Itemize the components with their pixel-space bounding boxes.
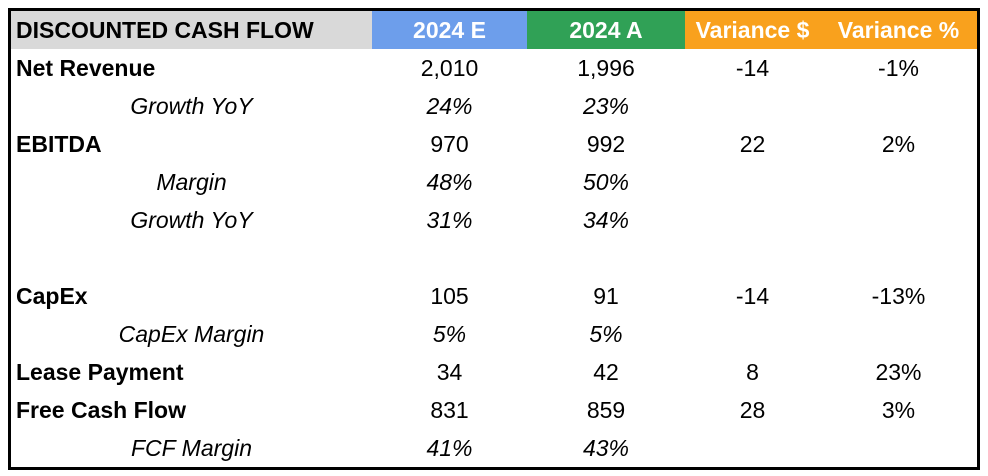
row-label: CapEx: [16, 282, 88, 309]
value-cell: -13%: [871, 282, 926, 309]
value-cell: [820, 87, 977, 125]
value-cell: [527, 239, 685, 277]
dcf-table-frame: DISCOUNTED CASH FLOW 2024 E 2024 A Varia…: [8, 8, 980, 470]
value-cell: 48%: [426, 168, 473, 195]
value-cell: 31%: [426, 206, 473, 233]
value-cell: 91: [593, 282, 619, 309]
value-cell: -1%: [878, 54, 919, 81]
value-cell: [820, 201, 977, 239]
value-cell: 43%: [582, 434, 630, 461]
value-cell: [685, 429, 820, 467]
value-cell: 24%: [426, 92, 473, 119]
table-row: Net Revenue 2,010 1,996 -14 -1%: [11, 49, 977, 87]
row-label: Lease Payment: [16, 358, 184, 385]
table-row: Lease Payment 34 42 8 23%: [11, 353, 977, 391]
value-cell: 42: [593, 358, 619, 385]
table-row: Free Cash Flow 831 859 28 3%: [11, 391, 977, 429]
value-cell: [685, 87, 820, 125]
value-cell: 859: [586, 396, 626, 423]
table-row: Growth YoY 24% 23%: [11, 87, 977, 125]
spacer-row: [11, 239, 977, 277]
value-cell: 22: [739, 130, 766, 157]
value-cell: 1,996: [577, 54, 635, 81]
value-cell: [820, 239, 977, 277]
value-cell: 34: [436, 358, 463, 385]
column-header-2024-actual: 2024 A: [527, 11, 685, 49]
table-row: CapEx 105 91 -14 -13%: [11, 277, 977, 315]
value-cell: [685, 239, 820, 277]
value-cell: 41%: [426, 434, 473, 461]
value-cell: 831: [430, 396, 469, 423]
value-cell: 5%: [589, 320, 623, 347]
value-cell: 3%: [881, 396, 916, 423]
row-label: Growth YoY: [130, 92, 253, 119]
table-body: Net Revenue 2,010 1,996 -14 -1% Growth YoY 24%…: [11, 49, 977, 467]
row-label: Margin: [156, 168, 227, 195]
value-cell: [820, 315, 977, 353]
value-cell: 105: [430, 282, 469, 309]
value-cell: 992: [586, 130, 626, 157]
row-label: [11, 239, 372, 277]
value-cell: 23%: [875, 358, 922, 385]
value-cell: [820, 429, 977, 467]
value-cell: -14: [735, 54, 770, 81]
column-header-variance-percent: Variance %: [820, 11, 977, 49]
column-header-2024-estimate: 2024 E: [372, 11, 527, 49]
value-cell: 50%: [582, 168, 630, 195]
value-cell: 28: [739, 396, 766, 423]
row-label: EBITDA: [16, 130, 102, 157]
value-cell: 2,010: [420, 54, 479, 81]
dcf-table: DISCOUNTED CASH FLOW 2024 E 2024 A Varia…: [11, 11, 977, 467]
value-cell: 5%: [432, 320, 467, 347]
row-label: Growth YoY: [130, 206, 253, 233]
table-row: Growth YoY 31% 34%: [11, 201, 977, 239]
table-title-cell: DISCOUNTED CASH FLOW: [11, 11, 372, 49]
row-label: CapEx Margin: [118, 320, 265, 347]
row-label: FCF Margin: [131, 434, 252, 461]
value-cell: 34%: [582, 206, 630, 233]
value-cell: [685, 201, 820, 239]
value-cell: [820, 163, 977, 201]
value-cell: 8: [746, 358, 759, 385]
row-label: Free Cash Flow: [16, 396, 186, 423]
value-cell: -14: [735, 282, 770, 309]
table-row: FCF Margin 41% 43%: [11, 429, 977, 467]
value-cell: [685, 315, 820, 353]
table-row: CapEx Margin 5% 5%: [11, 315, 977, 353]
value-cell: 970: [430, 130, 469, 157]
header-row: DISCOUNTED CASH FLOW 2024 E 2024 A Varia…: [11, 11, 977, 49]
column-header-variance-dollar: Variance $: [685, 11, 820, 49]
table-row: Margin 48% 50%: [11, 163, 977, 201]
row-label: Net Revenue: [16, 54, 156, 81]
value-cell: 2%: [881, 130, 916, 157]
value-cell: [372, 239, 527, 277]
value-cell: [685, 163, 820, 201]
value-cell: 23%: [582, 92, 630, 119]
table-row: EBITDA 970 992 22 2%: [11, 125, 977, 163]
